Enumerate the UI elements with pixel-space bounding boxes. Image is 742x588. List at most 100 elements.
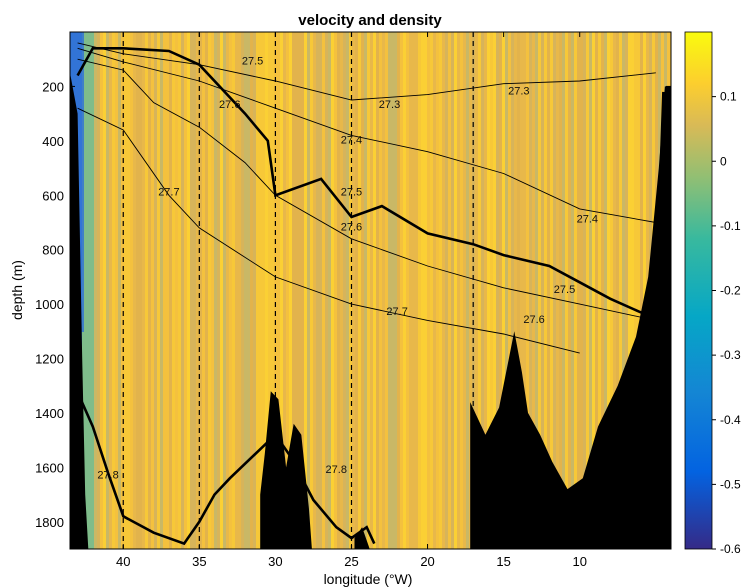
velocity-stripe <box>283 32 287 549</box>
velocity-stripe <box>472 32 476 549</box>
velocity-stripe <box>475 32 479 549</box>
y-tick-label: 1000 <box>35 297 64 312</box>
velocity-stripe <box>130 32 134 549</box>
colorbar: 0.1 0 -0.1 -0.2 -0.3 -0.4 -0.5 -0.6 <box>684 31 741 556</box>
x-tick-label: 40 <box>116 554 130 569</box>
velocity-stripe <box>142 32 146 549</box>
contour-label: 27.7 <box>386 306 407 318</box>
velocity-stripe <box>562 32 566 549</box>
velocity-stripe <box>253 32 257 549</box>
seafloor-shape <box>70 72 89 549</box>
velocity-stripe <box>439 32 443 549</box>
x-tick-label: 15 <box>496 554 510 569</box>
velocity-stripe <box>628 32 632 549</box>
velocity-stripe <box>517 32 521 549</box>
velocity-stripe <box>640 32 644 549</box>
velocity-stripe <box>292 32 296 549</box>
contour-label: 27.4 <box>577 213 598 225</box>
velocity-stripe <box>328 32 332 549</box>
y-tick-label: 1800 <box>35 515 64 530</box>
velocity-stripe <box>154 32 158 549</box>
velocity-stripe <box>277 32 281 549</box>
velocity-stripe <box>289 32 293 549</box>
velocity-stripe <box>304 32 308 549</box>
contour-label: 27.6 <box>523 314 544 326</box>
contour-label: 27.8 <box>97 469 118 481</box>
velocity-stripe <box>97 32 101 549</box>
velocity-stripe <box>151 32 155 549</box>
velocity-stripe <box>136 32 140 549</box>
colorbar-tick-label: 0.1 <box>720 90 737 104</box>
velocity-stripe <box>157 32 161 549</box>
velocity-stripe <box>526 32 530 549</box>
velocity-stripe <box>643 32 647 549</box>
velocity-stripe <box>631 32 635 549</box>
velocity-stripe <box>412 32 416 549</box>
velocity-stripe <box>529 32 533 549</box>
x-tick-label: 35 <box>192 554 206 569</box>
velocity-stripe <box>496 32 500 549</box>
contour-label: 27.5 <box>341 186 362 198</box>
velocity-stripe <box>571 32 575 549</box>
colorbar-tick-label: -0.3 <box>720 348 741 362</box>
velocity-stripe <box>139 32 143 549</box>
velocity-stripe <box>163 32 167 549</box>
velocity-stripe <box>499 32 503 549</box>
velocity-stripe <box>100 32 104 549</box>
velocity-stripe <box>340 32 344 549</box>
velocity-stripe <box>301 32 305 549</box>
velocity-stripe <box>202 32 206 549</box>
plot-area: 27.3 27.3 27.4 27.4 27.5 27.5 27.5 27.6 27.6 27.6… <box>70 32 671 549</box>
velocity-stripe <box>460 32 464 549</box>
x-tick-label: 30 <box>268 554 282 569</box>
velocity-stripe <box>616 32 620 549</box>
velocity-stripe <box>121 32 125 549</box>
velocity-stripe <box>361 32 365 549</box>
velocity-field <box>70 32 671 549</box>
velocity-stripe <box>478 32 482 549</box>
velocity-stripe <box>166 32 170 549</box>
velocity-stripe <box>466 32 470 549</box>
velocity-stripe <box>211 32 215 549</box>
velocity-stripe <box>172 32 176 549</box>
velocity-stripe <box>160 32 164 549</box>
velocity-stripe <box>574 32 578 549</box>
velocity-stripe <box>382 32 386 549</box>
velocity-stripe <box>445 32 449 549</box>
velocity-stripe <box>607 32 611 549</box>
velocity-stripe <box>115 32 119 549</box>
velocity-stripe <box>187 32 191 549</box>
contour-label: 27.5 <box>242 56 263 68</box>
velocity-stripe <box>400 32 404 549</box>
velocity-stripe <box>613 32 617 549</box>
colorbar-tick-label: -0.1 <box>720 219 741 233</box>
velocity-stripe <box>436 32 440 549</box>
y-tick-label: 400 <box>42 134 64 149</box>
velocity-stripe <box>637 32 641 549</box>
velocity-stripe <box>217 32 221 549</box>
velocity-stripe <box>256 32 260 549</box>
velocity-stripe <box>232 32 236 549</box>
velocity-stripe <box>316 32 320 549</box>
velocity-stripe <box>433 32 437 549</box>
colorbar-tick-label: -0.5 <box>720 477 741 491</box>
velocity-stripe <box>193 32 197 549</box>
velocity-stripe <box>226 32 230 549</box>
velocity-stripe <box>310 32 314 549</box>
velocity-stripe <box>421 32 425 549</box>
velocity-stripe <box>229 32 233 549</box>
velocity-stripe <box>235 32 239 549</box>
velocity-stripe <box>589 32 593 549</box>
velocity-stripe <box>535 32 539 549</box>
velocity-stripe <box>178 32 182 549</box>
velocity-stripe <box>373 32 377 549</box>
contour-label: 27.3 <box>508 86 529 98</box>
velocity-stripe <box>181 32 185 549</box>
velocity-stripe <box>553 32 557 549</box>
velocity-stripe <box>523 32 527 549</box>
velocity-stripe <box>334 32 338 549</box>
velocity-stripe <box>349 32 353 549</box>
velocity-stripe <box>199 32 203 549</box>
velocity-stripe <box>634 32 638 549</box>
velocity-stripe <box>415 32 419 549</box>
